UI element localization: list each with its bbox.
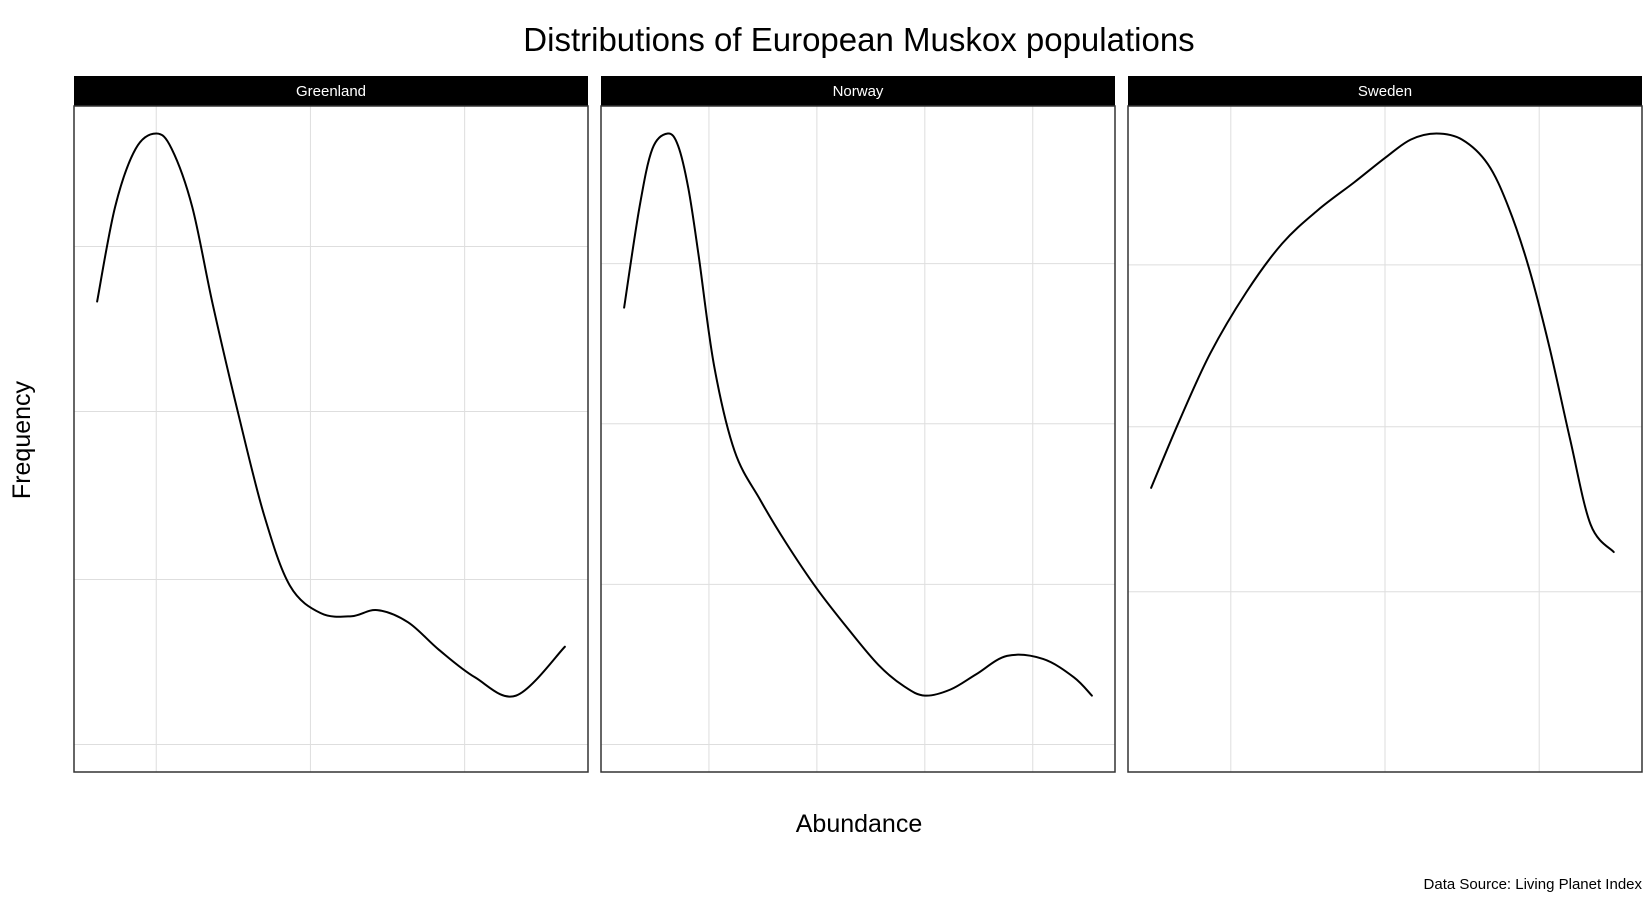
panel-border [600,105,1116,773]
facet-strip-label: Norway [833,83,884,100]
facet-strip [74,76,588,106]
chart-title: Distributions of European Muskox populat… [523,21,1194,58]
facet-panel-greenland: Greenland [73,76,589,773]
density-curve [96,132,566,698]
x-axis-title: Abundance [796,810,923,838]
panel-border [1127,105,1643,773]
facet-panels: Greenland Norway Sweden [73,76,1643,773]
facet-panel-sweden: Sweden [1127,76,1643,773]
facet-strip-label: Sweden [1358,83,1412,100]
facet-strip [1128,76,1642,106]
facet-strip-label: Greenland [296,83,366,100]
data-source-caption: Data Source: Living Planet Index [1424,876,1643,893]
density-curve [623,132,1093,697]
facet-panel-norway: Norway [600,76,1116,773]
panel-border [73,105,589,773]
density-curve [1150,132,1615,554]
y-axis-title: Frequency [8,380,36,499]
facet-strip [601,76,1115,106]
